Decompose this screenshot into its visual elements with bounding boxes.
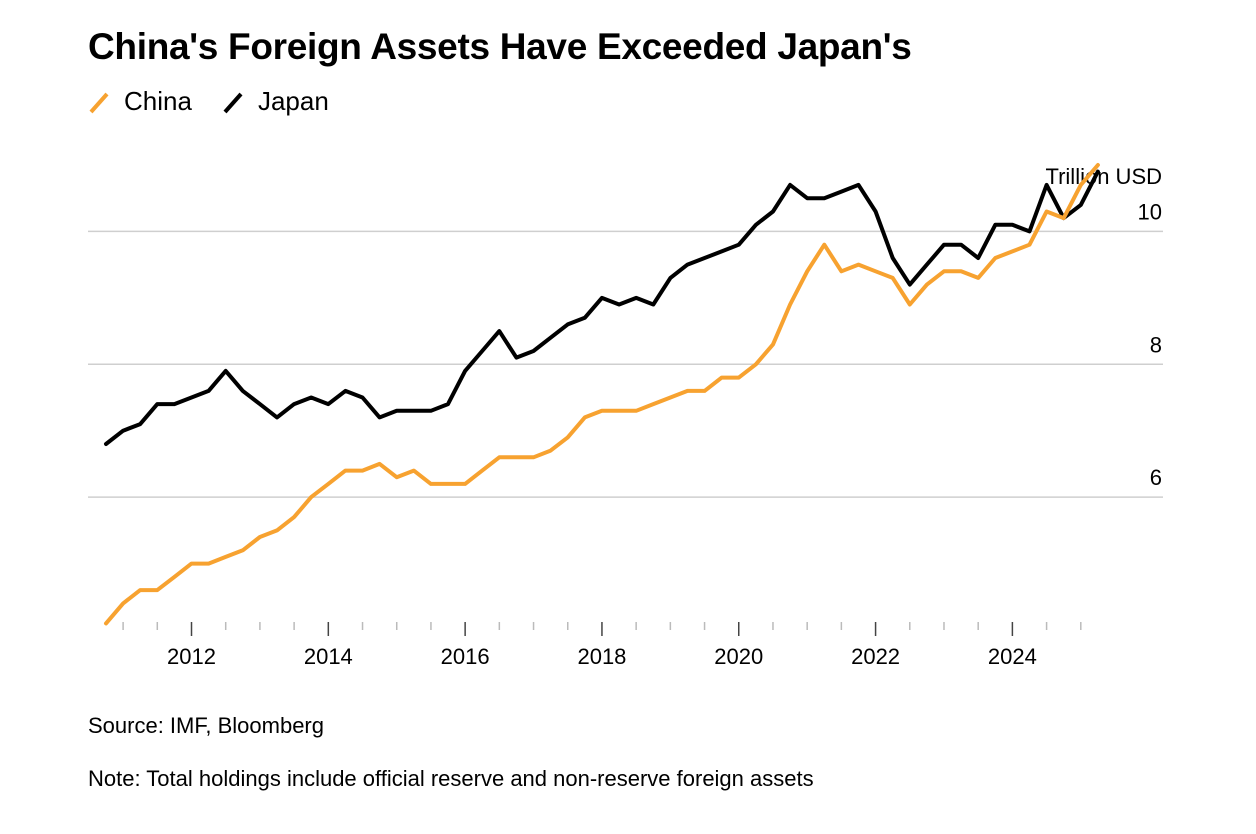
y-tick-label-8: 8 [1150, 332, 1162, 357]
x-tick-label-2018: 2018 [577, 644, 626, 669]
series-line-china [104, 163, 1100, 626]
x-tick-label-2022: 2022 [851, 644, 900, 669]
legend-china-swatch [89, 92, 109, 113]
legend-label-japan: Japan [257, 86, 329, 116]
legend-label-china: China [124, 86, 192, 116]
x-tick-label-2014: 2014 [304, 644, 353, 669]
legend-item-china: China [88, 86, 192, 117]
y-tick-label-10: 10 [1138, 199, 1162, 224]
legend-japan-line-icon [223, 92, 243, 113]
legend-china-line-icon [89, 92, 109, 113]
legend: China Japan [88, 86, 359, 117]
series-line-japan [104, 169, 1100, 446]
source-text: Source: IMF, Bloomberg [88, 713, 324, 738]
x-tick-label-2012: 2012 [167, 644, 216, 669]
chart-title: China's Foreign Assets Have Exceeded Jap… [88, 26, 912, 67]
x-tick-label-2024: 2024 [988, 644, 1037, 669]
legend-item-japan: Japan [222, 86, 329, 117]
y-tick-label-6: 6 [1150, 465, 1162, 490]
x-tick-label-2020: 2020 [714, 644, 763, 669]
note-text: Note: Total holdings include official re… [88, 766, 814, 791]
x-tick-label-2016: 2016 [441, 644, 490, 669]
legend-japan-swatch [223, 92, 243, 113]
y-unit-label: Trillion USD [1045, 164, 1162, 189]
line-chart: 6 8 10 Trillion USD 2012 2014 2016 2018 2020 2022… [88, 163, 1163, 669]
